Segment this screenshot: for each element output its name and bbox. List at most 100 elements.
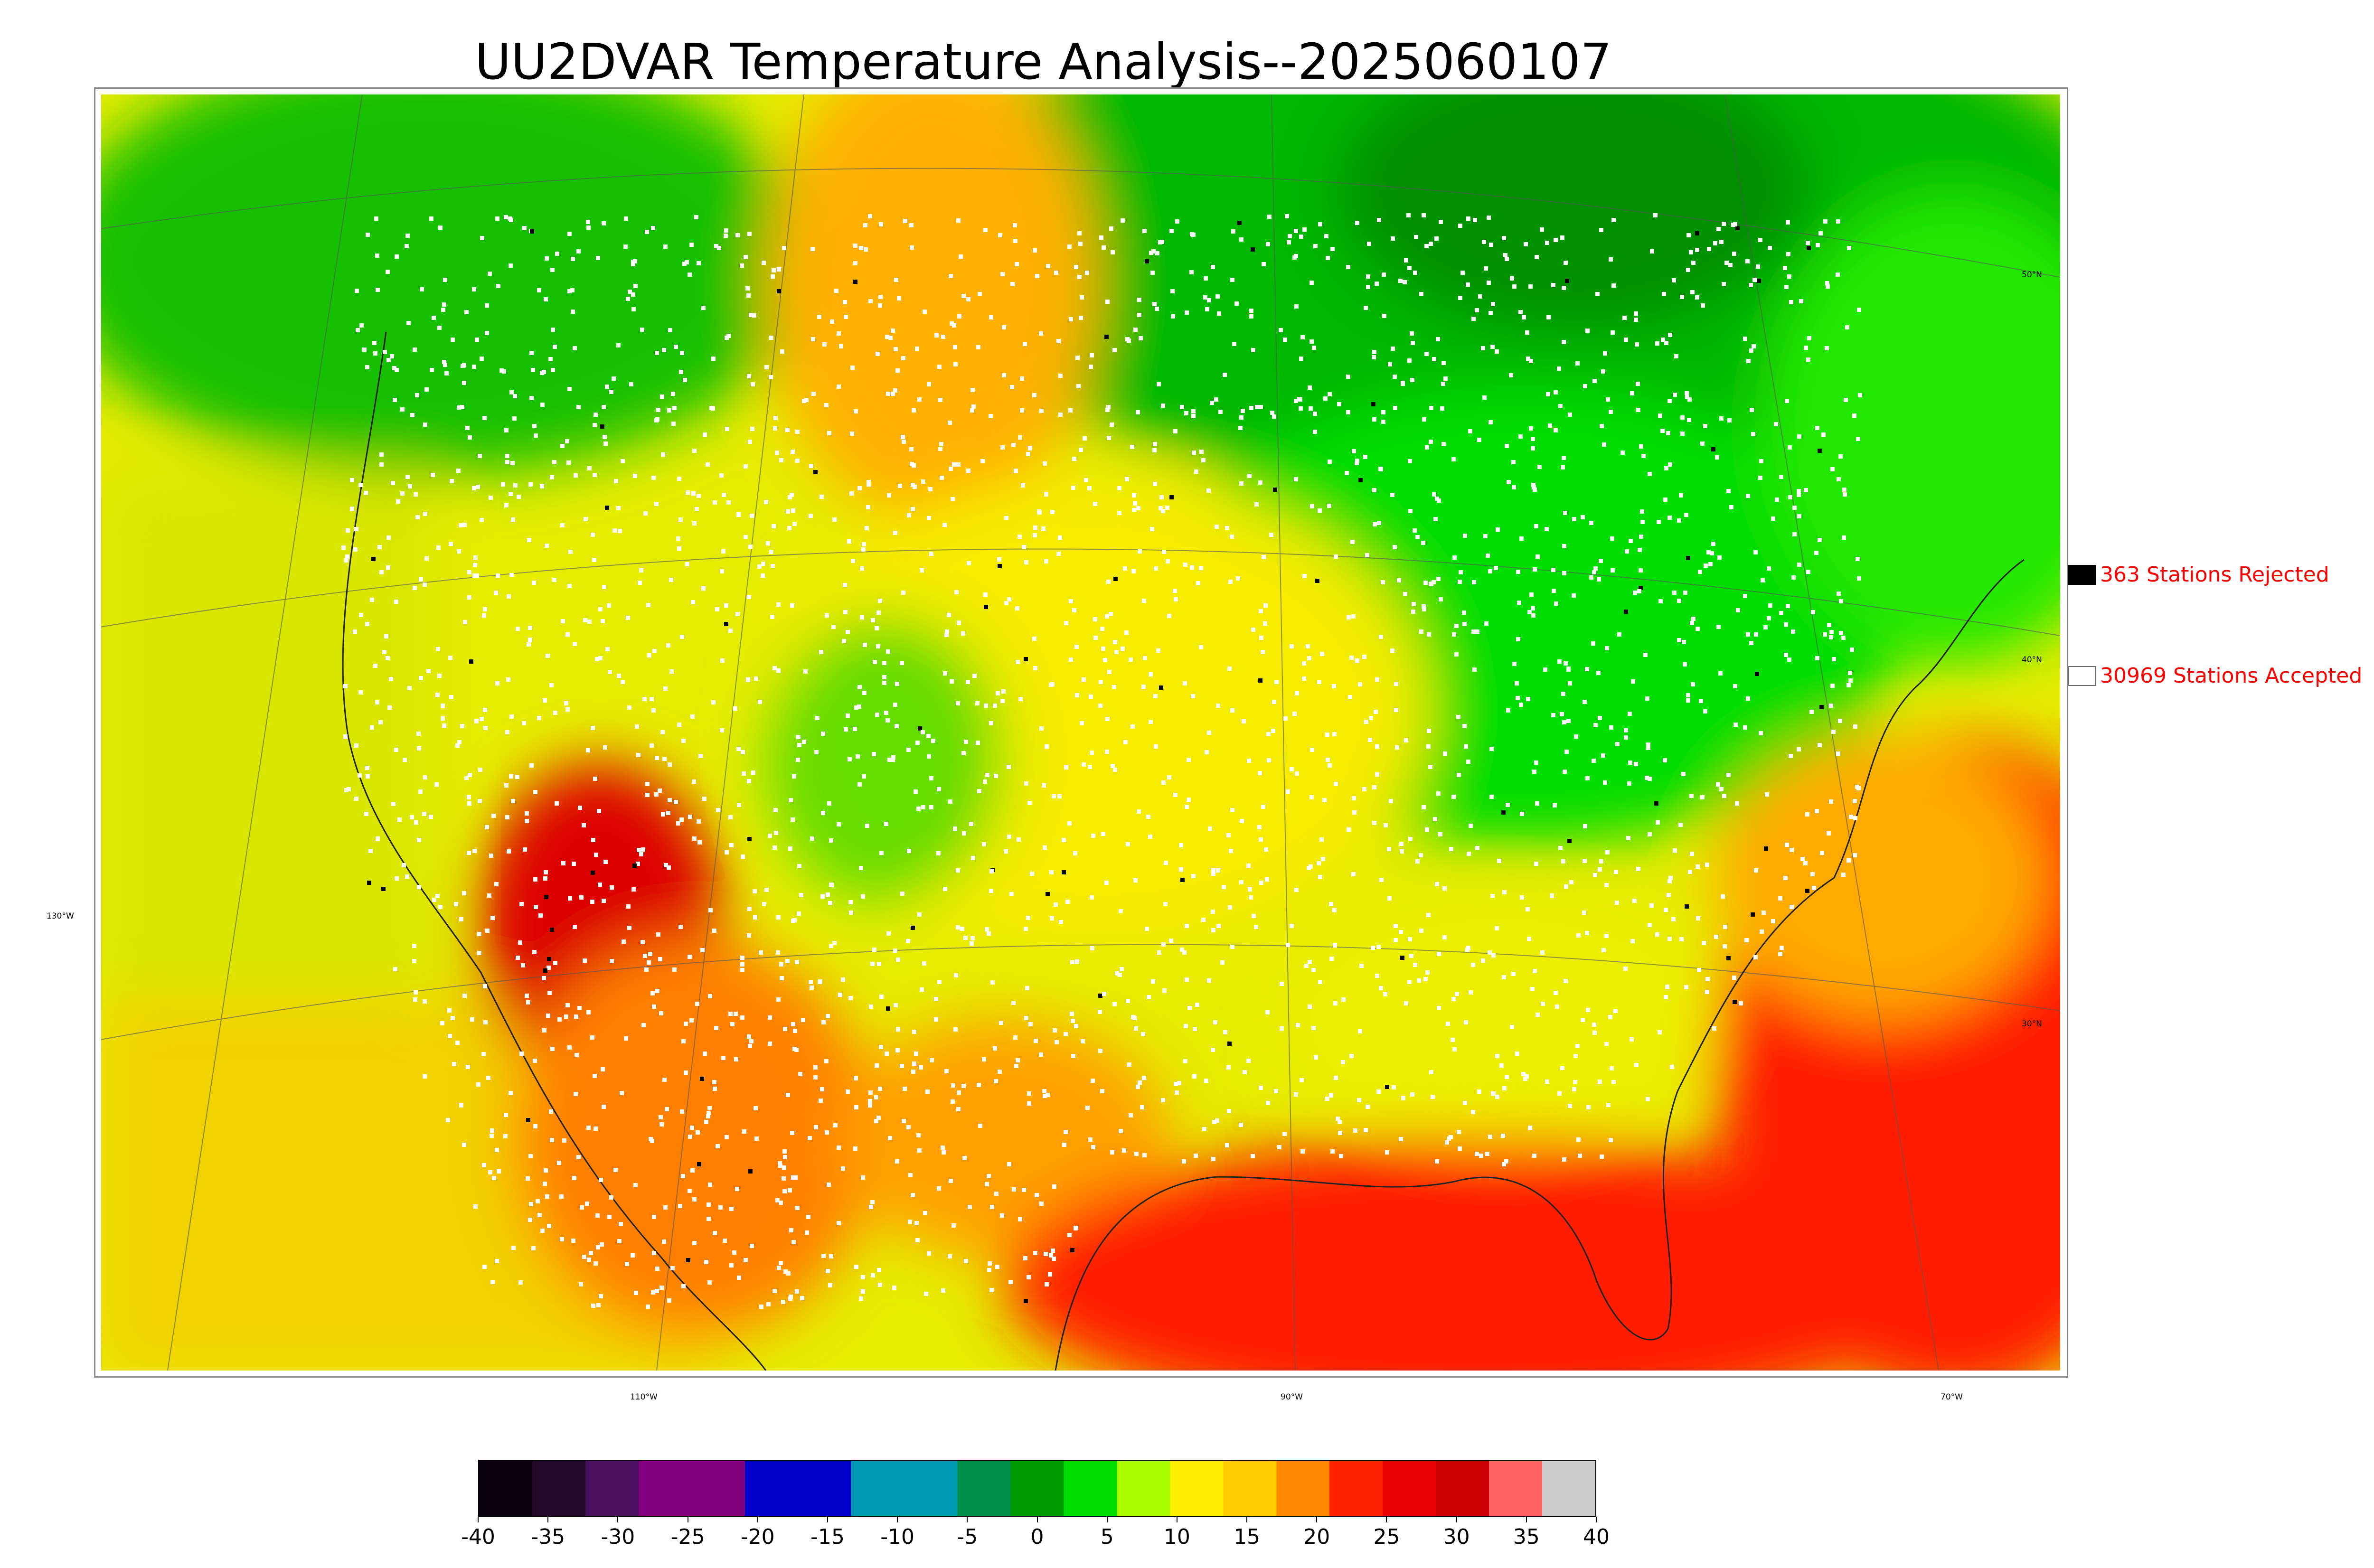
station-marker <box>1161 942 1166 947</box>
station-marker <box>527 642 531 647</box>
station-marker <box>656 408 660 412</box>
station-marker <box>1690 852 1694 856</box>
station-marker <box>1605 646 1609 650</box>
station-marker <box>776 950 780 955</box>
station-marker <box>916 807 921 811</box>
station-marker <box>1564 750 1569 754</box>
station-marker <box>1101 832 1105 836</box>
station-marker <box>1240 819 1244 823</box>
station-marker <box>1148 835 1152 839</box>
station-marker <box>798 1072 802 1076</box>
station-marker <box>661 452 665 457</box>
station-marker <box>1695 248 1699 252</box>
station-marker <box>624 1036 628 1041</box>
station-marker <box>987 1174 991 1178</box>
station-marker <box>937 365 942 369</box>
station-marker <box>641 940 645 944</box>
station-marker <box>1554 601 1558 606</box>
station-marker <box>515 775 519 779</box>
colorbar-tick <box>617 1517 619 1522</box>
station-marker <box>1070 960 1074 964</box>
station-marker <box>773 416 778 420</box>
station-marker <box>507 594 511 599</box>
station-marker <box>917 912 922 917</box>
station-marker <box>526 1000 530 1005</box>
station-marker <box>1166 559 1170 563</box>
station-marker <box>1752 278 1757 282</box>
station-marker <box>1062 870 1066 874</box>
station-marker <box>1751 912 1755 917</box>
station-marker <box>1479 1154 1483 1158</box>
station-marker <box>1578 1154 1582 1158</box>
station-marker <box>917 1148 922 1153</box>
station-marker <box>954 973 958 977</box>
station-marker <box>1789 300 1793 304</box>
station-marker <box>652 1251 656 1255</box>
station-marker <box>596 256 600 260</box>
station-marker <box>1589 575 1593 580</box>
station-marker <box>783 1155 787 1159</box>
station-marker <box>1341 997 1346 1002</box>
station-marker <box>483 726 488 730</box>
station-marker <box>999 1021 1003 1025</box>
station-marker <box>1805 889 1809 893</box>
station-marker <box>948 799 952 804</box>
station-marker <box>1850 648 1854 652</box>
station-marker <box>1804 488 1808 492</box>
station-marker <box>1557 366 1561 371</box>
station-marker <box>886 392 890 396</box>
station-marker <box>861 1289 865 1294</box>
station-marker <box>821 1254 826 1258</box>
station-marker <box>735 1187 739 1191</box>
station-marker <box>1846 683 1851 687</box>
station-marker <box>1369 716 1373 720</box>
station-marker <box>1575 361 1580 366</box>
station-marker <box>941 1145 945 1150</box>
station-marker <box>989 869 994 873</box>
station-marker <box>1020 408 1024 413</box>
station-marker <box>1270 411 1274 415</box>
station-marker <box>891 329 895 333</box>
station-marker <box>844 315 848 319</box>
station-marker <box>1043 1094 1047 1098</box>
station-marker <box>1436 791 1441 796</box>
station-marker <box>1070 1248 1074 1252</box>
station-marker <box>1643 653 1648 657</box>
station-marker <box>878 599 882 603</box>
station-marker <box>1601 753 1605 758</box>
temperature-colorbar <box>478 1460 1596 1517</box>
station-marker <box>853 727 857 731</box>
station-marker <box>538 913 543 918</box>
station-marker <box>656 932 660 937</box>
station-marker <box>1183 563 1187 567</box>
station-marker <box>1274 680 1279 684</box>
station-marker <box>1719 416 1724 421</box>
station-marker <box>1426 744 1431 749</box>
station-marker <box>998 1070 1002 1074</box>
station-marker <box>720 728 724 732</box>
colorbar-tick <box>1246 1517 1248 1522</box>
station-marker <box>828 1283 832 1287</box>
station-marker <box>1421 541 1425 545</box>
station-marker <box>857 782 862 787</box>
station-marker <box>534 433 538 438</box>
station-marker <box>885 1052 889 1056</box>
station-marker <box>1818 743 1822 747</box>
station-marker <box>1243 1070 1247 1074</box>
station-marker <box>536 1199 540 1203</box>
station-marker <box>1193 1027 1197 1031</box>
station-marker <box>408 484 412 488</box>
temperature-map[interactable] <box>101 94 2060 1371</box>
station-marker <box>1540 227 1544 232</box>
station-marker <box>437 674 442 678</box>
station-marker <box>1706 550 1711 554</box>
station-marker <box>1184 411 1188 415</box>
station-marker <box>1048 1272 1052 1277</box>
station-marker <box>413 997 417 1002</box>
station-marker <box>544 895 548 899</box>
station-marker <box>605 385 609 389</box>
station-marker <box>1465 948 1470 952</box>
station-marker <box>1736 608 1740 612</box>
station-marker <box>587 1258 591 1262</box>
station-marker <box>951 1099 955 1104</box>
